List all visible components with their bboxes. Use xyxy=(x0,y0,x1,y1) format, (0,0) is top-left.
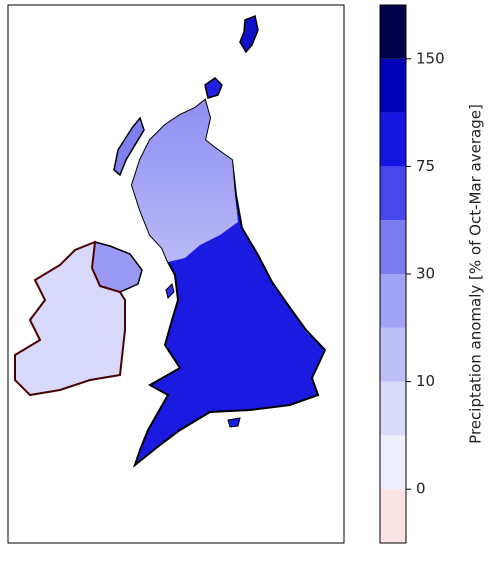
colorbar-segment xyxy=(380,166,406,221)
colorbar-segment xyxy=(380,220,406,274)
colorbar-segment xyxy=(380,381,406,436)
outer-hebrides xyxy=(113,116,145,177)
colorbar-label: Preciptation anomaly [% of Oct-Mar avera… xyxy=(467,104,485,444)
colorbar-tick-label: 0 xyxy=(416,480,426,498)
colorbar-segment xyxy=(380,274,406,328)
isle-of-wight xyxy=(227,417,241,428)
colorbar-segment xyxy=(380,327,406,382)
colorbar-segment xyxy=(380,489,406,543)
colorbar-tick-label: 150 xyxy=(416,49,445,67)
map xyxy=(14,14,327,468)
ireland xyxy=(14,240,126,397)
colorbar-segment xyxy=(380,58,406,113)
scotland xyxy=(132,100,238,262)
orkney xyxy=(204,77,223,99)
colorbar-segment xyxy=(380,5,406,59)
colorbar: 0 10 30 75 150 xyxy=(379,4,445,544)
colorbar-tick-label: 75 xyxy=(416,157,435,175)
colorbar-segment xyxy=(380,112,406,167)
colorbar-segment xyxy=(380,435,406,490)
isle-of-man xyxy=(165,283,175,299)
shetland xyxy=(239,14,259,54)
colorbar-tick-label: 10 xyxy=(416,372,435,390)
colorbar-tick-label: 30 xyxy=(416,265,435,283)
